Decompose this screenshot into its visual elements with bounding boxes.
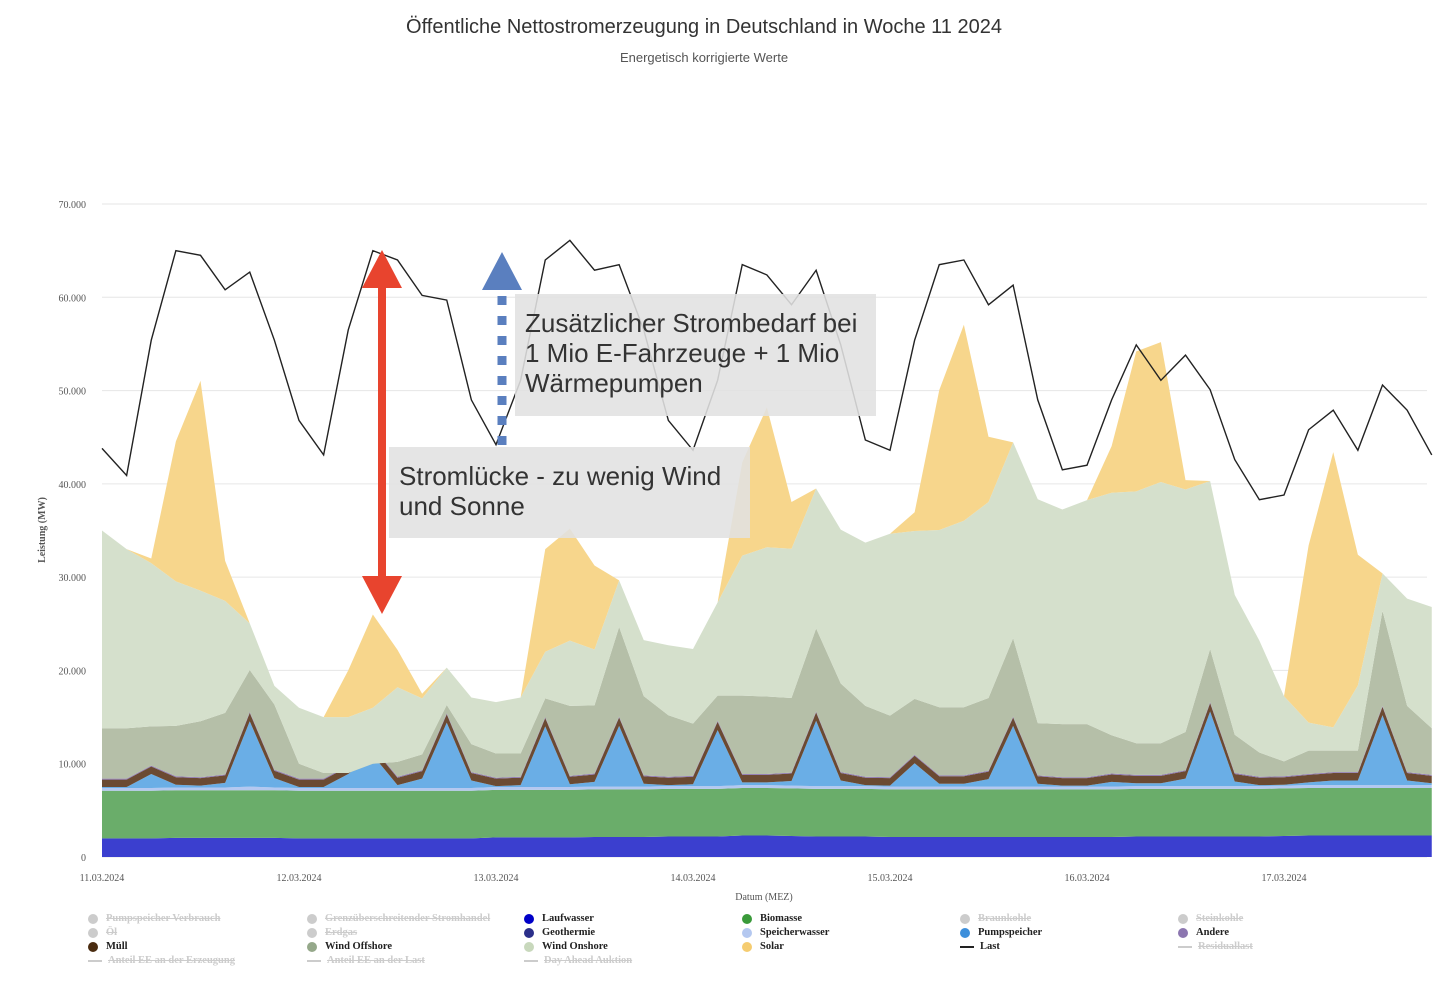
legend-dot-icon [524,913,534,924]
legend-dot-icon [742,913,752,924]
legend-item[interactable]: Wind Offshore [307,941,392,952]
legend-label: Pumpspeicher [978,927,1043,938]
legend-item[interactable]: Speicherwasser [742,927,829,938]
legend-label: Last [980,941,1000,952]
legend-line-icon [960,945,974,948]
x-axis-label: Datum (MEZ) [735,892,793,903]
legend-label: Steinkohle [1196,913,1244,924]
blue-arrow-head [482,252,522,290]
line-last [101,239,1433,501]
area-laufwasser [102,835,1432,857]
legend-item[interactable]: Day Ahead Auktion [524,955,632,966]
legend-label: Pumpspeicher Verbrauch [106,913,221,924]
legend-item[interactable]: Grenzüberschreitender Stromhandel [307,913,490,924]
legend-item[interactable]: Braunkohle [960,913,1031,924]
y-axis-label: Leistung (MW) [37,497,48,563]
legend-dot-icon [88,941,98,952]
legend-label: Müll [106,941,128,952]
chart-subtitle: Energetisch korrigierte Werte [619,50,789,65]
legend-dot-icon [1178,913,1188,924]
legend-label: Wind Offshore [325,941,392,952]
annotation-power-gap: Stromlücke - zu wenig Wind und Sonne [389,447,750,538]
legend-label: Day Ahead Auktion [544,955,633,966]
x-tick-label: 11.03.2024 [80,873,125,884]
area-m-ll [102,703,1432,788]
legend-dot-icon [1178,927,1188,938]
x-tick-label: 17.03.2024 [1262,873,1307,884]
legend-label: Wind Onshore [542,941,608,952]
red-arrow-head-up [362,250,402,288]
area-wind-onshore [102,442,1432,774]
legend-label: Biomasse [760,913,802,924]
legend-line-icon [307,959,321,962]
x-tick-label: 16.03.2024 [1065,873,1110,884]
y-tick-label: 40.000 [59,480,87,491]
y-tick-label: 50.000 [59,387,87,398]
legend-label: Grenzüberschreitender Stromhandel [325,913,491,924]
legend-dot-icon [307,927,317,938]
legend-item[interactable]: Anteil EE an der Erzeugung [88,955,235,966]
legend-dot-icon [742,941,752,952]
area-pumpspeicher [102,711,1432,788]
legend-dot-icon [960,927,970,938]
legend-label: Erdgas [325,927,358,938]
legend-label: Solar [760,941,784,952]
legend-dot-icon [307,941,317,952]
y-tick-label: 20.000 [59,666,87,677]
legend-label: Geothermie [542,927,596,938]
area-wind-offshore [102,610,1432,779]
legend-dot-icon [88,913,98,924]
y-tick-label: 30.000 [59,573,87,584]
legend-line-icon [88,959,102,962]
legend-dot-icon [524,927,534,938]
annotation-additional-demand: Zusätzlicher Strombedarf bei 1 Mio E-Fah… [515,294,876,416]
legend-label: Anteil EE an der Last [327,955,425,966]
legend-item[interactable]: Biomasse [742,913,802,924]
legend-item[interactable]: Geothermie [524,927,595,938]
x-tick-label: 14.03.2024 [671,873,716,884]
legend-item[interactable]: Wind Onshore [524,941,608,952]
legend-label: Speicherwasser [760,927,830,938]
y-tick-label: 60.000 [59,293,87,304]
area-biomasse [102,787,1432,839]
legend-label: Öl [106,927,118,938]
legend-item[interactable]: Öl [88,927,117,938]
legend-item[interactable]: Steinkohle [1178,913,1243,924]
legend-dot-icon [307,913,317,924]
y-tick-label: 10.000 [59,760,87,771]
legend-item[interactable]: Pumpspeicher Verbrauch [88,913,220,924]
legend-item[interactable]: Pumpspeicher [960,927,1042,938]
red-arrow-head-down [362,576,402,614]
legend-label: Residuallast [1198,941,1253,952]
legend-line-icon [524,959,538,962]
legend-item[interactable]: Solar [742,941,784,952]
legend-dot-icon [960,913,970,924]
x-tick-label: 13.03.2024 [474,873,519,884]
legend-item[interactable]: Laufwasser [524,913,594,924]
chart-title: Öffentliche Nettostromerzeugung in Deuts… [406,16,1002,38]
legend-label: Andere [1196,927,1230,938]
x-tick-label: 12.03.2024 [277,873,322,884]
legend-item[interactable]: Andere [1178,927,1229,938]
legend-item[interactable]: Anteil EE an der Last [307,955,425,966]
legend-item[interactable]: Erdgas [307,927,357,938]
legend-line-icon [1178,945,1192,948]
x-tick-label: 15.03.2024 [868,873,913,884]
area-solar [102,324,1432,728]
legend-label: Braunkohle [978,913,1032,924]
y-tick-label: 0 [81,853,86,864]
legend-label: Laufwasser [542,913,594,924]
y-tick-label: 70.000 [59,200,87,211]
legend-dot-icon [742,927,752,938]
legend-item[interactable]: Residuallast [1178,941,1253,952]
legend-dot-icon [88,927,98,938]
legend-item[interactable]: Last [960,941,1000,952]
legend-label: Anteil EE an der Erzeugung [108,955,235,966]
legend-dot-icon [524,941,534,952]
legend-item[interactable]: Müll [88,941,128,952]
